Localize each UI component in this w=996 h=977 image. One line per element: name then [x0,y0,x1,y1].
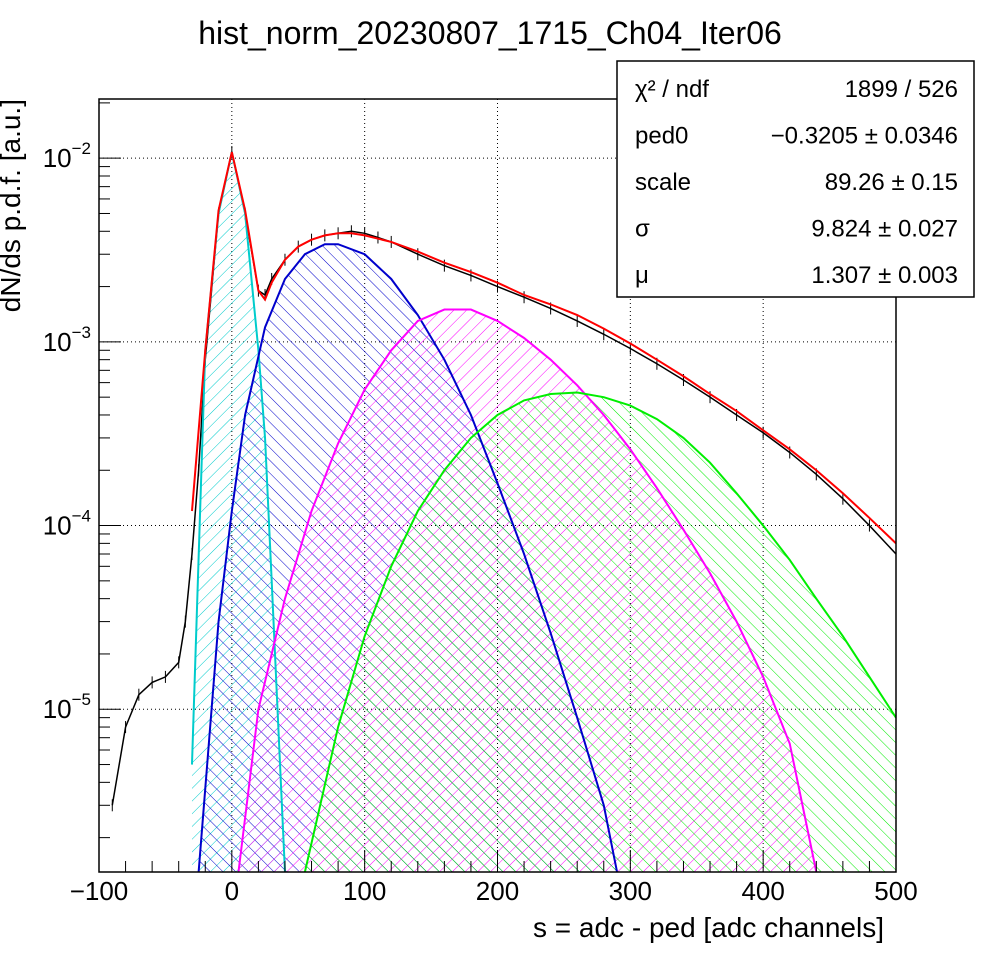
stats-row-label: μ [635,262,649,289]
stats-row-value: 89.26 ± 0.15 [825,169,958,196]
stats-row-value: −0.3205 ± 0.0346 [771,123,958,150]
stats-row-label: σ [635,216,650,243]
chart-title: hist_norm_20230807_1715_Ch04_Iter06 [198,15,782,51]
stats-row-value: 1.307 ± 0.003 [811,262,958,289]
y-tick-label: 10−4 [43,507,91,541]
x-tick-label: 400 [741,876,784,906]
x-tick-label: 100 [343,876,386,906]
component-fill [304,392,896,872]
stats-box-frame [616,60,975,298]
x-tick-label: 0 [225,876,239,906]
y-tick-label: 10−3 [43,323,91,357]
component-curve [237,308,818,872]
x-axis-label: s = adc - ped [adc channels] [533,912,884,943]
y-tick-label: 10−2 [43,139,91,173]
stats-row-label: scale [635,169,691,196]
component-curve [303,391,896,872]
stats-row-label: χ² / ndf [635,76,709,103]
stats-box: χ² / ndf 1899 / 526 ped0 −0.3205 ± 0.0346 sc… [616,60,975,298]
y-axis-label: dN/ds p.d.f. [a.u.] [0,99,26,312]
stats-row-value: 1899 / 526 [845,76,958,103]
histogram-line [111,151,896,806]
component-curve [197,243,619,872]
y-tick-label: 10−5 [43,690,91,724]
stats-row-label: ped0 [635,123,688,150]
stats-row-value: 9.824 ± 0.027 [811,216,958,243]
x-tick-label: 200 [476,876,519,906]
x-tick-label: 500 [874,876,917,906]
fit-curve [190,151,896,545]
x-tick-label: 300 [609,876,652,906]
x-tick-label: −100 [70,876,129,906]
